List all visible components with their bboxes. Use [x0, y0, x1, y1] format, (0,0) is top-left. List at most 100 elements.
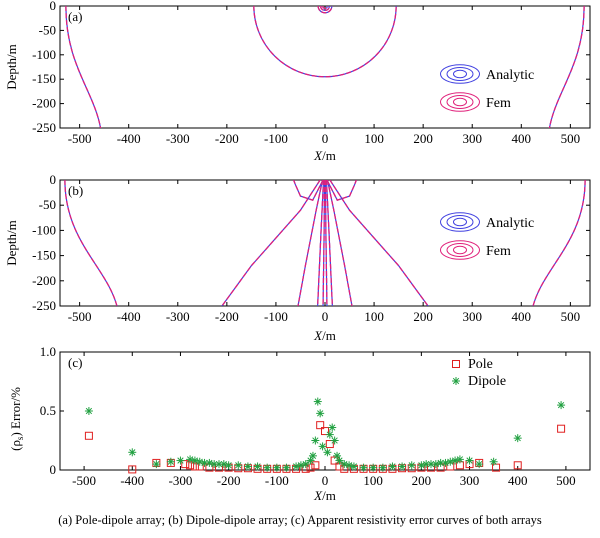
star-stroke: [514, 434, 521, 442]
contour-fem: [319, 6, 331, 12]
pole-point: [321, 427, 329, 436]
dipole-point: [292, 462, 301, 471]
x-tick-label: 300: [460, 473, 480, 488]
figure-caption: (a) Pole-dipole array; (b) Dipole-dipole…: [58, 513, 542, 527]
x-tick-label: 500: [561, 309, 581, 324]
contour-fem: [253, 6, 397, 78]
dipole-point: [489, 457, 498, 466]
legend-label: Dipole: [468, 374, 506, 389]
y-tick-label: 0: [50, 172, 57, 187]
x-tick-label: -200: [215, 131, 239, 146]
x-tick-label: -300: [166, 309, 190, 324]
pole-point: [513, 461, 522, 470]
dipole-point: [296, 461, 305, 470]
dipole-point: [253, 462, 262, 471]
x-tick-label: 500: [561, 131, 581, 146]
star-stroke: [379, 464, 386, 471]
star-stroke: [341, 460, 348, 468]
dipole-point: [359, 463, 368, 472]
dipole-point: [205, 458, 214, 467]
dipole-point: [306, 456, 315, 465]
star-stroke: [452, 377, 460, 385]
y-tick-label: 0: [50, 0, 57, 13]
dipole-point: [176, 456, 185, 465]
star-stroke: [432, 460, 439, 468]
x-tick-label: -500: [72, 473, 96, 488]
dipole-point: [451, 456, 460, 465]
star-stroke: [418, 462, 425, 469]
pole-point: [128, 465, 137, 474]
pole-point: [557, 424, 566, 433]
dipole-point: [200, 458, 209, 467]
star-stroke: [317, 410, 324, 417]
x-tick-label: 200: [413, 309, 433, 324]
star-stroke: [490, 458, 497, 465]
star-stroke: [292, 463, 300, 470]
x-tick-label: 0: [322, 309, 329, 324]
contour-fem: [297, 180, 324, 306]
contour-fem: [548, 6, 585, 128]
dipole-point: [475, 460, 484, 469]
pole-point: [316, 421, 325, 430]
star-stroke: [336, 457, 343, 464]
dipole-point: [417, 461, 426, 470]
legend-label: Fem: [486, 244, 511, 259]
star-stroke: [309, 452, 317, 459]
x-tick-label: 0: [322, 473, 329, 488]
dipole-point: [513, 434, 522, 443]
y-axis-label: Depth/m: [4, 44, 19, 90]
x-tick-label: 100: [363, 473, 383, 488]
y-tick-label: 0: [50, 462, 57, 477]
dipole-point: [219, 460, 228, 469]
contour-fem: [532, 180, 586, 306]
dipole-point: [388, 462, 397, 471]
star-stroke: [333, 452, 341, 459]
x-tick-label: 200: [413, 131, 433, 146]
legend-label: Fem: [486, 96, 511, 111]
legend-marker: [453, 217, 467, 227]
star-stroke: [264, 464, 271, 471]
y-tick-label: -150: [32, 248, 56, 263]
panel-2: -500 -400 -300 -200 -100 0 100 200 300 400 500 0 0.5…: [8, 344, 591, 503]
star-stroke: [423, 460, 430, 468]
y-tick-label: 1.0: [40, 344, 56, 359]
legend-marker: [453, 97, 467, 107]
contour-fem: [64, 180, 118, 306]
dipole-point: [166, 457, 175, 466]
panel-0: -500 -400 -300 -200 -100 0 100 200 300 400 500 0 -50…: [4, 0, 591, 163]
x-tick-label: -100: [264, 131, 288, 146]
pole-point: [181, 460, 190, 469]
panel-label: (c): [68, 355, 82, 370]
dipole-point: [272, 463, 281, 472]
star-stroke: [254, 463, 261, 470]
pole-point: [452, 360, 460, 368]
y-tick-label: -50: [39, 197, 56, 212]
dipole-point: [318, 442, 327, 451]
y-tick-label: 0.5: [40, 403, 56, 418]
contour-analytic: [65, 6, 102, 128]
star-stroke: [427, 460, 435, 468]
y-tick-label: -200: [32, 273, 56, 288]
star-stroke: [283, 464, 290, 471]
x-tick-label: -500: [68, 309, 92, 324]
contour-fem: [326, 180, 353, 306]
legend-marker: [446, 243, 474, 257]
dipole-point: [335, 456, 344, 465]
star-stroke: [398, 463, 406, 470]
dipole-point: [325, 430, 334, 439]
dipole-point: [455, 455, 464, 464]
star-stroke: [476, 460, 483, 468]
legend-marker: [453, 245, 467, 255]
panel-label: (a): [68, 9, 82, 24]
y-tick-label: -200: [32, 96, 56, 111]
dipole-point: [369, 463, 378, 472]
y-axis-label: (ρs) Error/%: [8, 387, 25, 451]
dipole-point: [263, 463, 272, 472]
dipole-point: [308, 451, 317, 460]
x-tick-label: 200: [412, 473, 432, 488]
star-stroke: [206, 459, 213, 467]
y-tick-label: -100: [32, 222, 56, 237]
star-stroke: [456, 456, 464, 463]
star-stroke: [85, 407, 93, 415]
dipole-point: [465, 456, 474, 465]
